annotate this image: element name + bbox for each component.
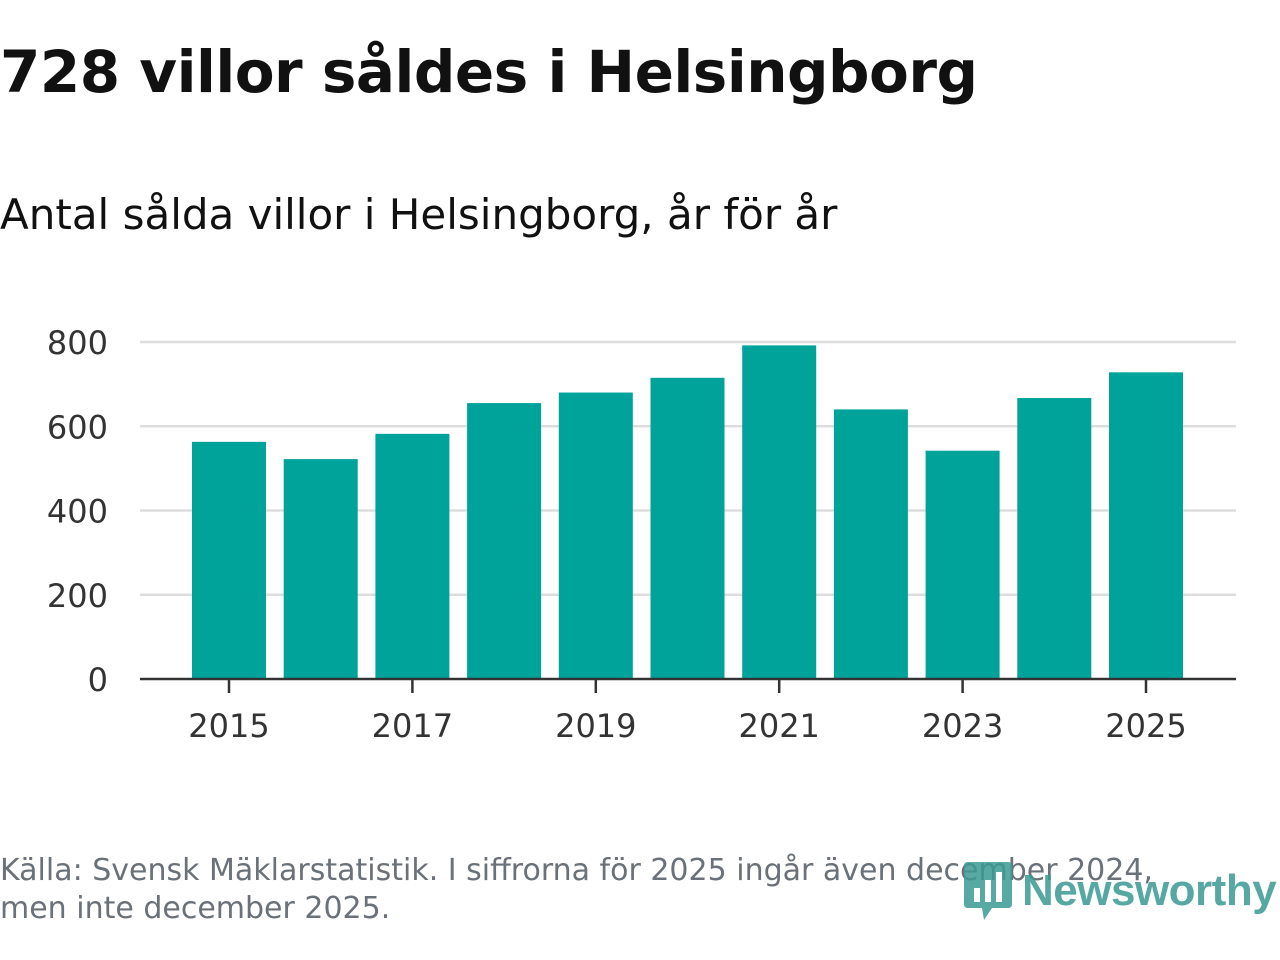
source-line-2: men inte december 2025. [0,891,391,926]
bar-2021 [742,345,817,679]
bar-2016 [283,459,358,679]
x-tick-label: 2025 [1105,707,1186,745]
source-line-1: Källa: Svensk Mäklarstatistik. I siffror… [0,853,1153,888]
source-note: Källa: Svensk Mäklarstatistik. I siffror… [0,852,1210,928]
bar-2017 [375,433,450,679]
chart-subtitle: Antal sålda villor i Helsingborg, år för… [0,190,838,239]
y-tick-label: 400 [47,493,108,531]
newsworthy-logo-icon [964,862,1012,920]
y-tick-label: 0 [88,661,108,699]
bar-2025 [1109,372,1183,679]
bar-2022 [833,409,908,679]
bar-2015 [192,441,266,679]
x-tick-label: 2017 [372,707,453,745]
logo-text: Newsworthy [1022,866,1277,915]
newsworthy-logo: Newsworthy [962,858,1277,924]
bar-2020 [650,377,725,679]
x-tick-label: 2019 [555,707,636,745]
bar-2019 [558,392,633,679]
bar-2018 [467,403,542,679]
y-tick-label: 800 [47,324,108,362]
y-tick-label: 600 [47,408,108,446]
bar-2023 [925,450,1000,679]
y-tick-label: 200 [47,577,108,615]
x-tick-label: 2015 [188,707,269,745]
x-tick-label: 2023 [922,707,1003,745]
x-tick-label: 2021 [738,707,819,745]
chart-title: 728 villor såldes i Helsingborg [0,38,978,106]
bar-2024 [1017,398,1092,679]
